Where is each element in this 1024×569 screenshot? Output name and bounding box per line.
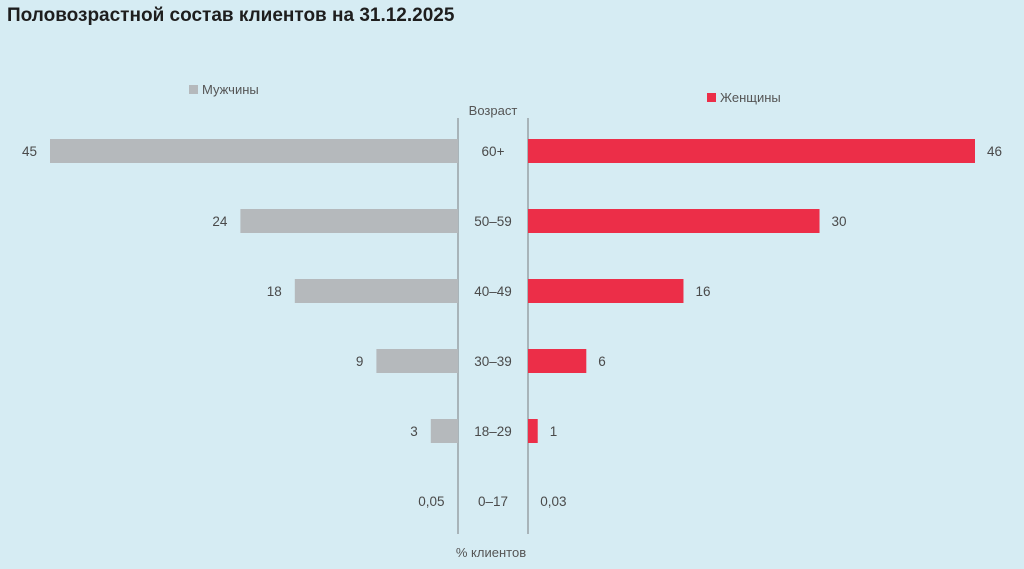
bar-women-row-0	[528, 139, 975, 163]
value-label-women-row-4: 1	[550, 424, 558, 439]
value-label-women-row-3: 6	[598, 354, 606, 369]
legend: Мужчины Женщины	[189, 82, 781, 105]
value-label-women-row-0: 46	[987, 144, 1002, 159]
category-label-row-2: 40–49	[474, 284, 512, 299]
category-label-row-4: 18–29	[474, 424, 512, 439]
value-label-women-row-5: 0,03	[540, 494, 566, 509]
legend-swatch-men	[189, 85, 198, 94]
bar-women-row-1	[528, 209, 820, 233]
legend-label-men: Мужчины	[202, 82, 259, 97]
value-label-men-row-4: 3	[410, 424, 418, 439]
legend-label-women: Женщины	[720, 90, 781, 105]
value-label-men-row-3: 9	[356, 354, 364, 369]
value-label-women-row-2: 16	[695, 284, 710, 299]
value-label-men-row-2: 18	[267, 284, 282, 299]
category-label-row-5: 0–17	[478, 494, 508, 509]
chart-title: Половозрастной состав клиентов на 31.12.…	[7, 5, 455, 26]
legend-swatch-women	[707, 93, 716, 102]
bar-women-row-3	[528, 349, 587, 373]
category-label-row-3: 30–39	[474, 354, 512, 369]
value-label-men-row-1: 24	[212, 214, 228, 229]
bar-men-row-4	[430, 419, 458, 443]
bar-men-row-1	[240, 209, 458, 233]
value-label-women-row-1: 30	[832, 214, 847, 229]
value-label-men-row-5: 0,05	[418, 494, 444, 509]
chart-marks: 45 46 60+ 24 30 50–59 18 16 40–49 9 6 30–39 3 1 18–29 0…	[22, 139, 1002, 509]
value-axis-title: % клиентов	[456, 545, 526, 560]
bar-men-row-3	[376, 349, 458, 373]
bar-men-row-0	[50, 139, 458, 163]
category-axis-title: Возраст	[469, 103, 518, 118]
value-label-men-row-0: 45	[22, 144, 37, 159]
bar-women-row-2	[528, 279, 684, 303]
bar-men-row-2	[294, 279, 458, 303]
category-label-row-1: 50–59	[474, 214, 512, 229]
category-label-row-0: 60+	[482, 144, 505, 159]
bar-women-row-4	[528, 419, 538, 443]
